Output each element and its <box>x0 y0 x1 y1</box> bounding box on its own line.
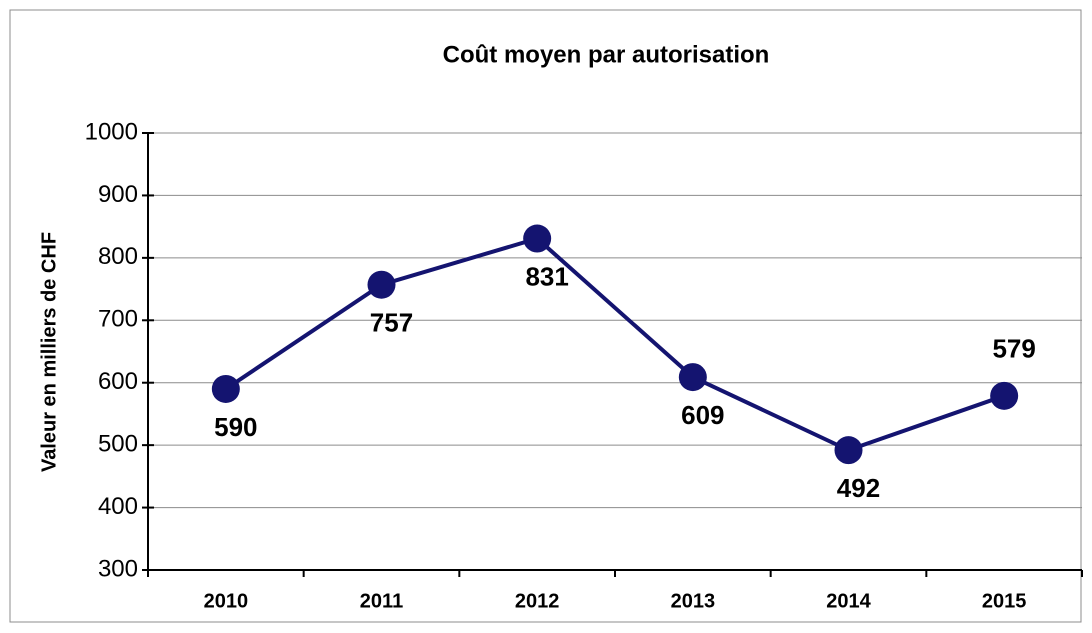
chart-border <box>9 9 1082 623</box>
data-label: 831 <box>525 261 568 291</box>
x-tick-label: 2013 <box>671 590 716 612</box>
y-tick-label: 800 <box>98 243 138 270</box>
y-tick-label: 400 <box>98 493 138 520</box>
line <box>224 236 1005 453</box>
marker <box>834 436 863 465</box>
marker <box>990 381 1019 410</box>
y-axis-label: Valeur en milliers de CHF <box>38 232 60 472</box>
data-label: 757 <box>370 308 413 338</box>
x-tick-label: 2011 <box>360 590 403 612</box>
data-label: 492 <box>837 473 880 503</box>
x-tick-label: 2010 <box>204 590 249 612</box>
y-tick-label: 1000 <box>85 118 138 145</box>
data-label: 579 <box>992 334 1035 364</box>
x-tick-label: 2015 <box>982 590 1027 612</box>
y-tick-label: 600 <box>98 368 138 395</box>
marker <box>211 374 240 403</box>
y-tick-label: 500 <box>98 430 138 457</box>
x-tick-label: 2012 <box>515 590 560 612</box>
data-label: 590 <box>214 412 257 442</box>
chart-title: Coût moyen par autorisation <box>443 41 770 68</box>
marker <box>678 363 707 392</box>
data-label: 609 <box>681 400 724 430</box>
marker <box>523 224 552 253</box>
marker <box>367 270 396 299</box>
y-tick-label: 900 <box>98 181 138 208</box>
y-tick-label: 700 <box>98 306 138 333</box>
y-tick-label: 300 <box>98 555 138 582</box>
x-tick-label: 2014 <box>826 590 871 612</box>
